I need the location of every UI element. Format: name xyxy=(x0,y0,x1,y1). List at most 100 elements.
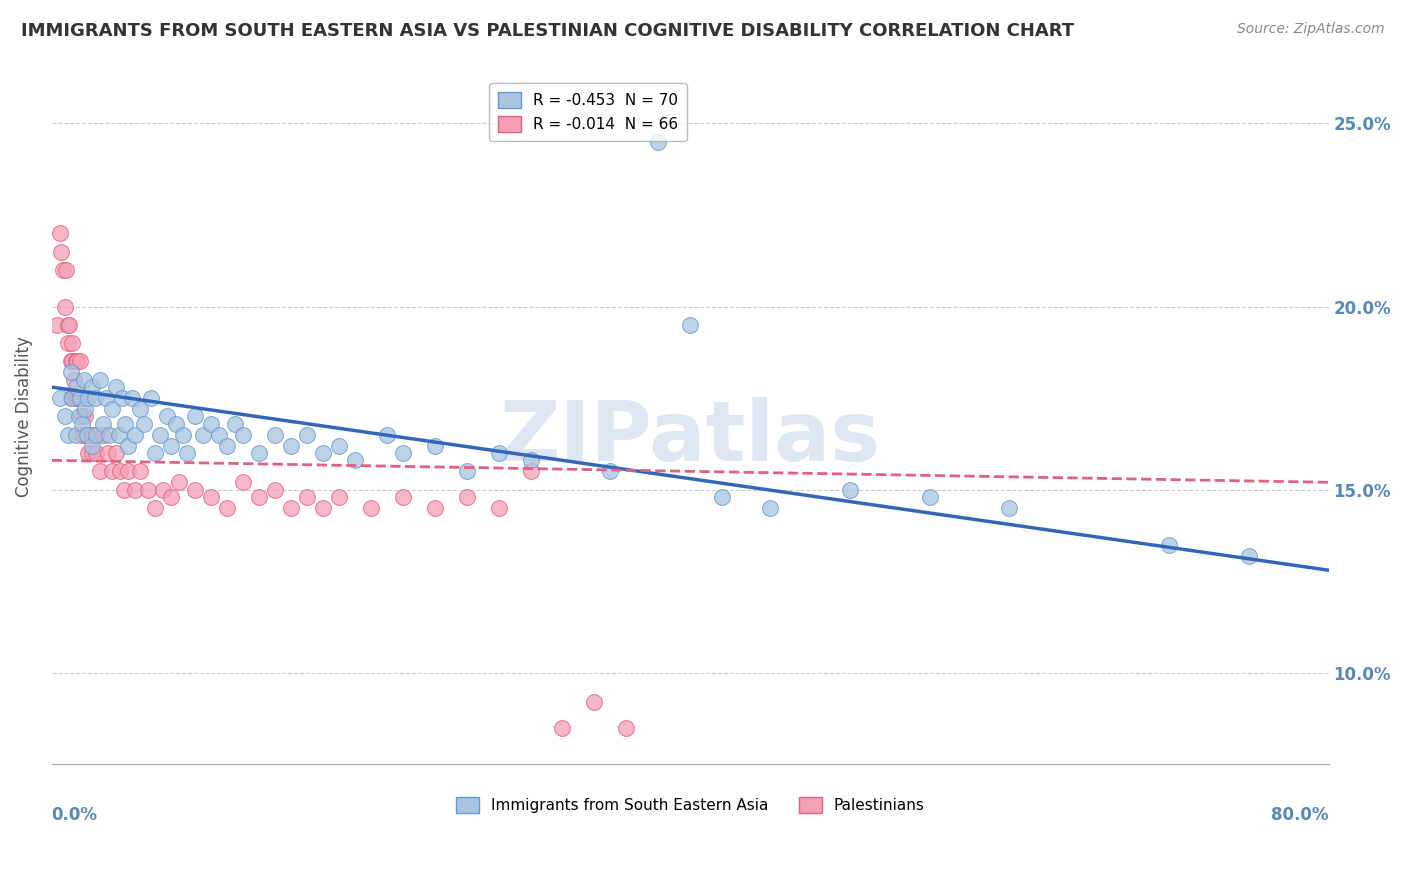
Point xyxy=(392,446,415,460)
Point xyxy=(176,446,198,460)
Point xyxy=(76,427,98,442)
Point xyxy=(343,453,366,467)
Point xyxy=(59,366,82,380)
Point xyxy=(280,439,302,453)
Point xyxy=(89,373,111,387)
Point xyxy=(838,483,860,497)
Point xyxy=(280,500,302,515)
Point xyxy=(48,227,70,241)
Point xyxy=(80,439,103,453)
Point xyxy=(59,354,82,368)
Point xyxy=(456,490,478,504)
Point xyxy=(679,318,702,332)
Point xyxy=(65,391,87,405)
Point xyxy=(55,263,77,277)
Point xyxy=(69,391,91,405)
Point xyxy=(312,500,335,515)
Point xyxy=(583,695,606,709)
Point xyxy=(295,490,318,504)
Point xyxy=(375,427,398,442)
Point xyxy=(145,446,167,460)
Point xyxy=(711,490,734,504)
Point xyxy=(224,417,246,431)
Point xyxy=(117,439,139,453)
Point xyxy=(52,263,75,277)
Point xyxy=(69,354,91,368)
Point xyxy=(165,417,187,431)
Point xyxy=(117,464,139,478)
Point xyxy=(110,464,132,478)
Point xyxy=(79,427,101,442)
Point xyxy=(156,409,179,424)
Point xyxy=(69,391,91,405)
Point xyxy=(1237,549,1260,563)
Point xyxy=(73,373,96,387)
Point xyxy=(328,439,350,453)
Point xyxy=(551,721,574,735)
Point xyxy=(217,500,239,515)
Point xyxy=(200,490,222,504)
Point xyxy=(65,354,87,368)
Point xyxy=(111,391,134,405)
Point xyxy=(160,439,183,453)
Point xyxy=(51,244,73,259)
Point xyxy=(77,391,100,405)
Point xyxy=(75,409,97,424)
Point xyxy=(98,427,121,442)
Point xyxy=(45,318,67,332)
Point xyxy=(58,318,80,332)
Point xyxy=(136,483,159,497)
Point xyxy=(77,446,100,460)
Point xyxy=(614,721,637,735)
Point xyxy=(145,500,167,515)
Point xyxy=(160,490,183,504)
Point xyxy=(152,483,174,497)
Point xyxy=(83,391,105,405)
Point xyxy=(488,446,510,460)
Point xyxy=(94,391,117,405)
Point xyxy=(104,446,127,460)
Point xyxy=(104,380,127,394)
Point xyxy=(232,427,254,442)
Point xyxy=(169,475,191,490)
Point xyxy=(998,500,1021,515)
Point xyxy=(519,464,541,478)
Point xyxy=(121,391,143,405)
Legend: Immigrants from South Eastern Asia, Palestinians: Immigrants from South Eastern Asia, Pale… xyxy=(450,791,931,819)
Point xyxy=(80,446,103,460)
Point xyxy=(264,483,287,497)
Point xyxy=(56,427,79,442)
Point xyxy=(112,483,135,497)
Y-axis label: Cognitive Disability: Cognitive Disability xyxy=(15,336,32,497)
Point xyxy=(328,490,350,504)
Point xyxy=(63,373,86,387)
Point xyxy=(53,409,76,424)
Point xyxy=(65,427,87,442)
Point xyxy=(128,464,150,478)
Point xyxy=(124,427,146,442)
Point xyxy=(97,446,120,460)
Point xyxy=(82,427,104,442)
Point xyxy=(67,391,90,405)
Point xyxy=(918,490,941,504)
Point xyxy=(70,409,93,424)
Point xyxy=(392,490,415,504)
Point xyxy=(101,402,124,417)
Point xyxy=(208,427,231,442)
Text: Source: ZipAtlas.com: Source: ZipAtlas.com xyxy=(1237,22,1385,37)
Point xyxy=(423,500,446,515)
Point xyxy=(134,417,156,431)
Point xyxy=(647,135,669,149)
Point xyxy=(139,391,162,405)
Point xyxy=(89,464,111,478)
Point xyxy=(200,417,222,431)
Point xyxy=(56,336,79,351)
Text: 0.0%: 0.0% xyxy=(52,806,98,824)
Point xyxy=(73,391,96,405)
Point xyxy=(76,427,98,442)
Point xyxy=(48,391,70,405)
Point xyxy=(488,500,510,515)
Text: IMMIGRANTS FROM SOUTH EASTERN ASIA VS PALESTINIAN COGNITIVE DISABILITY CORRELATI: IMMIGRANTS FROM SOUTH EASTERN ASIA VS PA… xyxy=(21,22,1074,40)
Point xyxy=(599,464,621,478)
Point xyxy=(73,427,96,442)
